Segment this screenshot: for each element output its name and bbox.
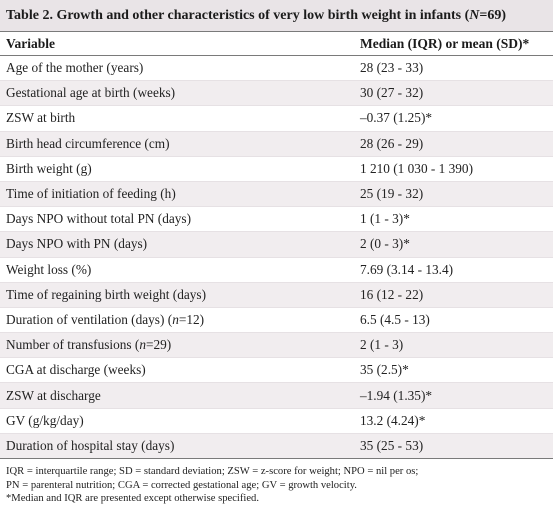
table-row: Duration of hospital stay (days) 35 (25 -…: [0, 433, 553, 460]
caption-n-value: =69): [479, 7, 507, 23]
footnote-abbreviations-2: PN = parenteral nutrition; CGA = correct…: [6, 479, 357, 491]
row-value: 6.5 (4.5 - 13): [360, 307, 553, 334]
row-value: 28 (23 - 33): [360, 55, 553, 82]
row-variable: CGA at discharge (weeks): [0, 357, 360, 384]
row-variable: Days NPO with PN (days): [0, 231, 360, 258]
row-value: 25 (19 - 32): [360, 181, 553, 208]
row-value: 35 (25 - 53): [360, 433, 553, 460]
table-row: Time of regaining birth weight (days) 16 …: [0, 282, 553, 308]
row-value: 13.2 (4.24)*: [360, 408, 553, 434]
table-row: Days NPO with PN (days) 2 (0 - 3)*: [0, 231, 553, 258]
table-row: Birth head circumference (cm) 28 (26 - 29…: [0, 131, 553, 157]
row-variable: Number of transfusions (n=29): [0, 332, 360, 359]
row-variable: Gestational age at birth (weeks): [0, 80, 360, 107]
variable-label: Time of regaining birth weight (days): [6, 286, 207, 302]
row-variable: ZSW at birth: [0, 105, 360, 132]
row-value: 2 (0 - 3)*: [360, 231, 553, 258]
variable-label: Duration of ventilation (days): [6, 311, 168, 327]
caption-text: Table 2. Growth and other characteristic…: [6, 7, 470, 23]
table-row: ZSW at discharge –1.94 (1.35)*: [0, 382, 553, 409]
row-variable: Age of the mother (years): [0, 55, 360, 82]
row-value: –0.37 (1.25)*: [360, 105, 553, 132]
variable-label: Number of transfusions: [6, 337, 135, 353]
variable-label: Days NPO with PN (days): [6, 236, 148, 252]
caption-n-symbol: N: [469, 7, 480, 23]
table-row: Age of the mother (years) 28 (23 - 33): [0, 55, 553, 82]
variable-label: Days NPO without total PN (days): [6, 211, 192, 227]
row-value: 35 (2.5)*: [360, 357, 553, 384]
variable-label: Birth weight (g): [6, 160, 92, 176]
footnote-abbreviations-1: IQR = interquartile range; SD = standard…: [6, 466, 419, 477]
table-row: Weight loss (%) 7.69 (3.14 - 13.4): [0, 257, 553, 283]
table-row: CGA at discharge (weeks) 35 (2.5)*: [0, 357, 553, 384]
row-variable: Birth head circumference (cm): [0, 131, 360, 157]
row-variable: Days NPO without total PN (days): [0, 206, 360, 233]
row-variable: Weight loss (%): [0, 257, 360, 283]
header-value: Median (IQR) or mean (SD)*: [360, 32, 553, 56]
row-value: 28 (26 - 29): [360, 131, 553, 157]
variable-label: Age of the mother (years): [6, 60, 144, 76]
row-variable: Time of regaining birth weight (days): [0, 282, 360, 308]
table-row: Birth weight (g) 1 210 (1 030 - 1 390): [0, 156, 553, 182]
variable-label: Weight loss (%): [6, 261, 92, 277]
variable-label: GV (g/kg/day): [6, 412, 84, 428]
variable-label: Gestational age at birth (weeks): [6, 85, 176, 101]
table-row: ZSW at birth –0.37 (1.25)*: [0, 105, 553, 132]
row-value: –1.94 (1.35)*: [360, 382, 553, 409]
table-row: Gestational age at birth (weeks) 30 (27 -…: [0, 80, 553, 107]
row-value: 7.69 (3.14 - 13.4): [360, 257, 553, 283]
footnote-median-note: *Median and IQR are presented except oth…: [6, 493, 259, 504]
row-value: 1 210 (1 030 - 1 390): [360, 156, 553, 182]
row-value: 16 (12 - 22): [360, 282, 553, 308]
row-value: 1 (1 - 3)*: [360, 206, 553, 233]
table-row: Days NPO without total PN (days) 1 (1 - 3…: [0, 206, 553, 233]
characteristics-table: Variable Median (IQR) or mean (SD)* Age …: [0, 32, 553, 460]
row-value: 30 (27 - 32): [360, 80, 553, 107]
row-variable: GV (g/kg/day): [0, 408, 360, 434]
row-variable: Duration of ventilation (days) (n=12): [0, 307, 360, 334]
variable-label: Birth head circumference (cm): [6, 135, 170, 151]
variable-label: CGA at discharge (weeks): [6, 362, 146, 378]
row-variable: Birth weight (g): [0, 156, 360, 182]
table-row: Number of transfusions (n=29) 2 (1 - 3): [0, 332, 553, 359]
table-caption: Table 2. Growth and other characteristic…: [0, 0, 553, 32]
sample-size-note: (n=29): [134, 337, 172, 353]
row-variable: Duration of hospital stay (days): [0, 433, 360, 460]
header-variable: Variable: [0, 32, 360, 56]
table-footnotes: IQR = interquartile range; SD = standard…: [0, 459, 553, 506]
table-row: Duration of ventilation (days) (n=12) 6.5…: [0, 307, 553, 334]
variable-label: Duration of hospital stay (days): [6, 437, 175, 453]
table-row: Time of initiation of feeding (h) 25 (19 …: [0, 181, 553, 208]
row-variable: Time of initiation of feeding (h): [0, 181, 360, 208]
header-row: Variable Median (IQR) or mean (SD)*: [0, 32, 553, 56]
variable-label: ZSW at discharge: [6, 387, 101, 403]
row-variable: ZSW at discharge: [0, 382, 360, 409]
variable-label: ZSW at birth: [6, 110, 76, 126]
row-value: 2 (1 - 3): [360, 332, 553, 359]
table-row: GV (g/kg/day) 13.2 (4.24)*: [0, 408, 553, 434]
table-body: Age of the mother (years) 28 (23 - 33) Ges…: [0, 55, 553, 460]
variable-label: Time of initiation of feeding (h): [6, 186, 176, 202]
sample-size-note: (n=12): [167, 311, 205, 327]
